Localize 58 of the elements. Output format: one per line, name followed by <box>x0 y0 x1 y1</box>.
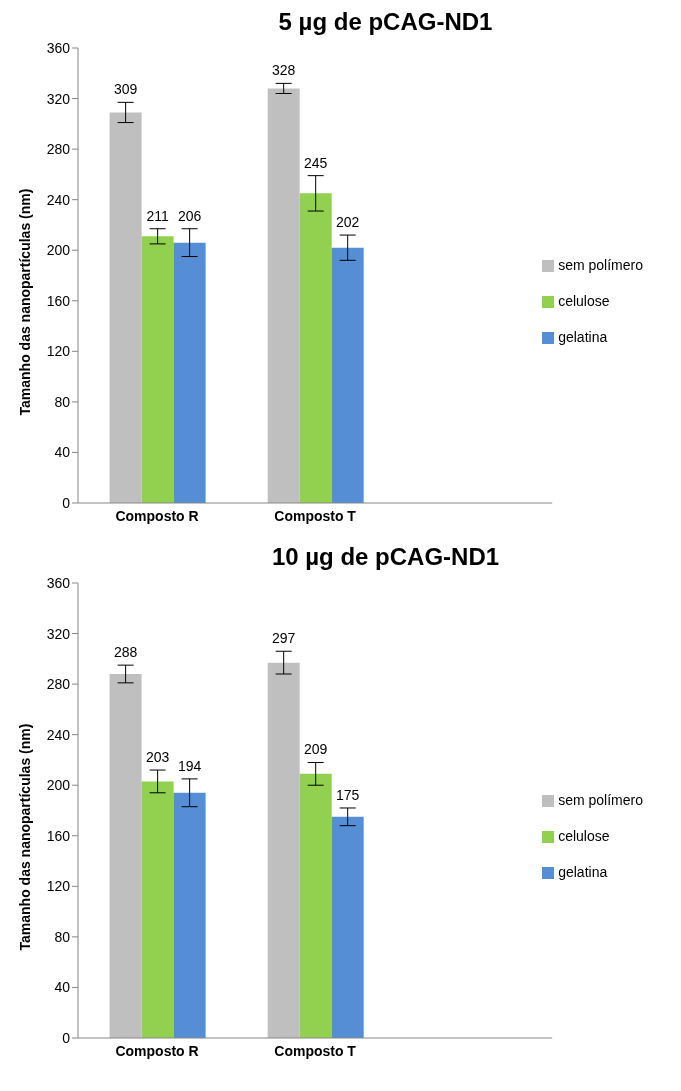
y-axis-title: Tamanho das nanopartículas (nm) <box>16 188 33 416</box>
chart-title: 5 µg de pCAG-ND1 <box>278 8 493 35</box>
data-label: 288 <box>113 644 138 661</box>
bar <box>299 773 332 1038</box>
data-label: 203 <box>145 749 170 766</box>
bar <box>141 236 174 503</box>
bar <box>267 662 300 1038</box>
y-tick-label: 0 <box>62 494 71 511</box>
legend-label: celulose <box>558 828 610 844</box>
y-tick-label: 40 <box>54 979 71 996</box>
bar <box>109 674 142 1038</box>
y-tick-label: 280 <box>46 141 71 158</box>
y-tick-label: 200 <box>46 242 71 259</box>
bar <box>109 112 142 503</box>
y-tick-label: 160 <box>46 292 71 309</box>
legend-label: sem polímero <box>558 792 643 808</box>
y-tick-label: 320 <box>46 90 71 107</box>
y-tick-label: 80 <box>54 393 71 410</box>
data-label: 194 <box>177 757 202 774</box>
y-tick-label: 80 <box>54 928 71 945</box>
chart-title: 10 µg de pCAG-ND1 <box>271 543 500 570</box>
bar <box>331 247 364 503</box>
y-axis-title: Tamanho das nanopartículas (nm) <box>16 723 33 951</box>
y-tick-label: 40 <box>54 444 71 461</box>
data-label: 202 <box>336 214 360 231</box>
y-tick-label: 360 <box>46 574 71 591</box>
bar <box>299 193 332 503</box>
y-tick-label: 360 <box>46 39 71 56</box>
y-tick-label: 200 <box>46 777 71 794</box>
data-label: 206 <box>177 207 202 224</box>
data-label: 328 <box>272 62 296 79</box>
y-tick-label: 280 <box>46 676 71 693</box>
bar <box>267 88 300 503</box>
bar <box>173 242 206 503</box>
legend-label: gelatina <box>558 329 608 345</box>
legend-label: sem polímero <box>558 257 643 273</box>
y-tick-label: 240 <box>46 191 71 208</box>
x-tick-label: Composto R <box>115 1042 199 1059</box>
data-label: 297 <box>272 630 296 647</box>
y-tick-label: 0 <box>62 1029 71 1046</box>
data-label: 211 <box>146 207 169 224</box>
data-label: 245 <box>304 154 328 171</box>
x-tick-label: Composto T <box>274 1042 357 1059</box>
y-tick-label: 320 <box>46 625 71 642</box>
bar <box>173 792 206 1038</box>
bar <box>141 781 174 1038</box>
data-label: 209 <box>304 741 328 758</box>
bar <box>331 816 364 1038</box>
x-tick-label: Composto T <box>274 507 357 524</box>
y-tick-label: 160 <box>46 827 71 844</box>
y-tick-label: 120 <box>46 343 71 360</box>
legend-label: celulose <box>558 293 610 309</box>
y-tick-label: 240 <box>46 726 71 743</box>
data-label: 309 <box>113 81 138 98</box>
data-label: 175 <box>336 786 360 803</box>
legend-label: gelatina <box>558 864 608 880</box>
x-tick-label: Composto R <box>115 507 199 524</box>
y-tick-label: 120 <box>46 878 71 895</box>
